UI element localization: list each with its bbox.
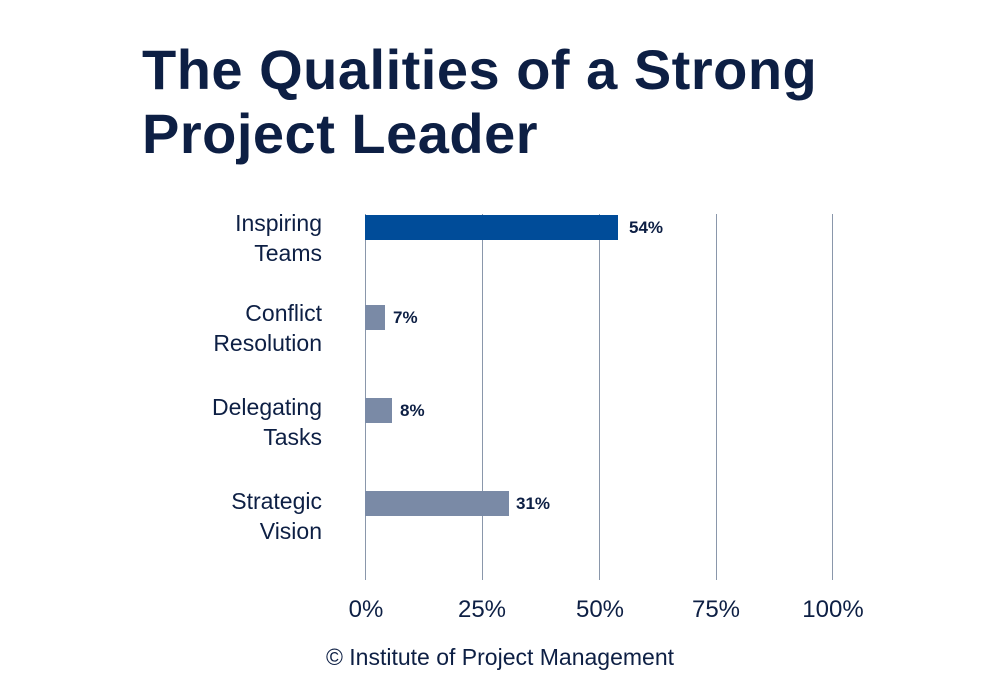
plot-area: 54% 7% 8% 31% — [365, 214, 833, 580]
gridline-50 — [599, 214, 600, 580]
chart-title: The Qualities of a Strong Project Leader — [142, 38, 818, 165]
gridline-25 — [482, 214, 483, 580]
category-label: Resolution — [213, 330, 322, 356]
bar-strategic-vision — [365, 491, 509, 516]
category-label: Delegating — [212, 394, 322, 420]
x-tick: 50% — [575, 596, 625, 623]
value-label: 54% — [629, 218, 664, 237]
value-label: 31% — [516, 494, 551, 513]
category-label: Conflict — [245, 300, 322, 326]
x-tick: 100% — [802, 596, 864, 623]
category-label: Teams — [254, 240, 322, 266]
value-label: 7% — [393, 308, 418, 327]
gridline-75 — [716, 214, 717, 580]
x-tick: 25% — [457, 596, 507, 623]
x-tick: 0% — [348, 596, 384, 623]
x-tick: 75% — [691, 596, 741, 623]
source-footer: © Institute of Project Management — [325, 644, 675, 670]
category-label: Strategic — [231, 488, 322, 514]
category-label: Vision — [259, 518, 322, 544]
bar-conflict-resolution — [365, 305, 385, 330]
bar-delegating-tasks — [365, 398, 392, 423]
category-label: Inspiring — [235, 210, 322, 236]
bar-inspiring-teams — [365, 215, 618, 240]
value-label: 8% — [400, 401, 425, 420]
gridline-0 — [365, 214, 366, 580]
gridline-100 — [832, 214, 833, 580]
category-label: Tasks — [263, 424, 322, 450]
